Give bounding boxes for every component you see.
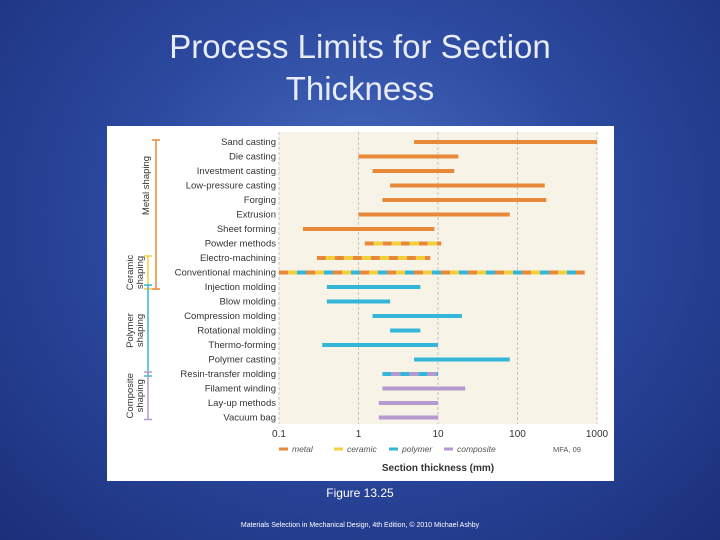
x-axis-title: Section thickness (mm) <box>382 463 494 474</box>
legend-label-composite: composite <box>457 444 496 454</box>
process-label: Sheet forming <box>217 224 276 235</box>
x-tick-label: 1 <box>356 429 362 440</box>
process-label: Polymer casting <box>208 355 276 366</box>
process-label: Thermo-forming <box>208 340 276 351</box>
process-label: Sand casting <box>221 137 276 148</box>
chart-figure: Sand casting Die casting Investment castin… <box>107 126 614 481</box>
x-tick-label: 10 <box>432 429 444 440</box>
group-label-word: shaping <box>135 256 146 289</box>
legend-label-ceramic: ceramic <box>347 444 378 454</box>
group-label-word: shaping <box>135 379 146 412</box>
process-label: Injection molding <box>205 282 276 293</box>
process-label: Extrusion <box>236 210 276 221</box>
process-label: Lay-up methods <box>208 398 276 409</box>
process-label: Low-pressure casting <box>186 181 276 192</box>
legend-label-metal: metal <box>292 444 314 454</box>
group-label: Metal shaping <box>141 156 152 215</box>
group-label-word: shaping <box>135 314 146 347</box>
group-label: Ceramicshaping <box>125 255 146 291</box>
process-label: Investment casting <box>197 166 276 177</box>
figure-caption: Figure 13.25 <box>326 486 394 500</box>
group-label-word: Polymer <box>125 313 136 348</box>
process-label: Resin-transfer molding <box>180 369 276 380</box>
group-label: Polymershaping <box>125 313 146 348</box>
process-chart: Sand casting Die casting Investment castin… <box>125 132 609 474</box>
process-label: Forging <box>244 195 276 206</box>
process-label: Conventional machining <box>175 268 276 279</box>
slide-title-line2: Thickness <box>285 70 435 107</box>
process-label: Powder methods <box>205 239 277 250</box>
process-label: Rotational molding <box>197 326 276 337</box>
process-label: Filament winding <box>205 384 276 395</box>
x-tick-label: 100 <box>509 429 526 440</box>
process-label: Blow molding <box>220 297 277 308</box>
group-label-word: Ceramic <box>125 255 136 291</box>
x-tick-label: 1000 <box>586 429 609 440</box>
process-label: Compression molding <box>184 311 276 322</box>
slide-title: Process Limits for Section Thickness <box>0 26 720 110</box>
process-label: Vacuum bag <box>223 413 276 424</box>
x-tick-label: 0.1 <box>272 429 286 440</box>
legend-label-polymer: polymer <box>401 444 433 454</box>
source-note: MFA, 09 <box>553 445 581 454</box>
group-label-word: Composite <box>125 373 136 418</box>
process-label: Electro-machining <box>200 253 276 264</box>
group-label: Compositeshaping <box>125 373 146 418</box>
process-label: Die casting <box>229 152 276 163</box>
slide-title-line1: Process Limits for Section <box>169 28 551 65</box>
credit-line: Materials Selection in Mechanical Design… <box>240 522 480 529</box>
